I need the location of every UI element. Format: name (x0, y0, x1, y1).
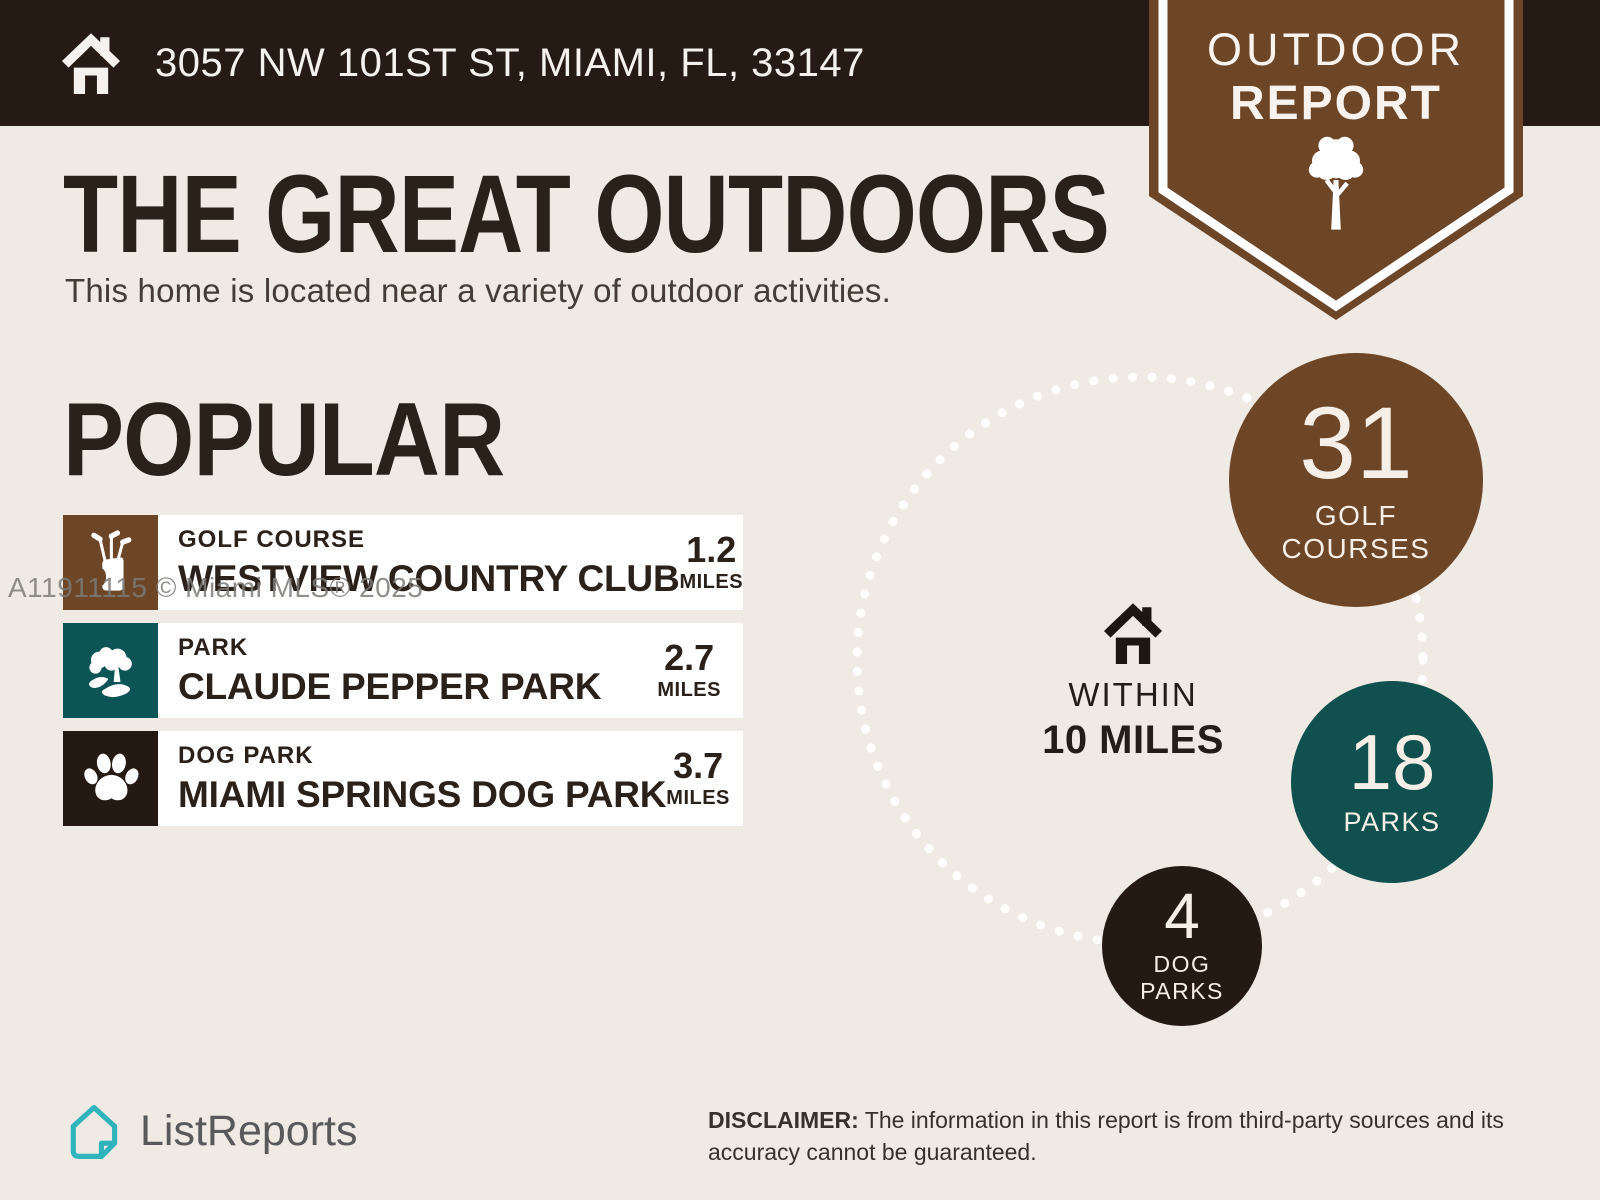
stat-label: DOG PARKS (1140, 951, 1224, 1005)
distance-unit: MILES (657, 678, 721, 701)
place-name: MIAMI SPRINGS DOG PARK (178, 773, 667, 815)
badge-title-line1: OUTDOOR (1207, 24, 1465, 75)
page-subtitle: This home is located near a variety of o… (65, 272, 891, 309)
distance-unit: MILES (679, 570, 744, 593)
list-item-dog-park: DOG PARK MIAMI SPRINGS DOG PARK 3.7 MILE… (63, 731, 743, 826)
stat-value: 31 (1299, 385, 1413, 500)
park-icon (88, 646, 132, 697)
golf-bag-icon (90, 529, 131, 591)
distance: 3.7 MILES (666, 731, 752, 826)
golf-course-icon-tile (63, 515, 158, 610)
disclaimer-text1: The information in this report is from t… (864, 1107, 1504, 1133)
disclaimer-line1: DISCLAIMER: The information in this repo… (708, 1104, 1558, 1136)
stat-value: 4 (1164, 880, 1200, 953)
stat-circle-parks: 18 PARKS (1291, 681, 1493, 883)
tree-icon (1308, 136, 1364, 230)
disclaimer-line2: accuracy cannot be guaranteed. (708, 1139, 1037, 1166)
popular-heading: POPULAR (63, 382, 505, 498)
distance-value: 1.2 (686, 528, 737, 570)
brand-name: ListReports (140, 1106, 358, 1155)
place-name: CLAUDE PEPPER PARK (178, 665, 602, 707)
distance: 1.2 MILES (679, 515, 765, 610)
paw-icon (83, 753, 138, 800)
page-title: THE GREAT OUTDOORS (63, 153, 1110, 276)
list-item-text: PARK CLAUDE PEPPER PARK (158, 623, 602, 718)
property-address: 3057 NW 101ST ST, MIAMI, FL, 33147 (155, 40, 865, 85)
category-label: GOLF COURSE (178, 525, 366, 553)
within-text: WITHIN (1068, 676, 1198, 713)
disclaimer-label: DISCLAIMER: (708, 1107, 859, 1133)
stat-label: PARKS (1343, 807, 1441, 838)
place-name: WESTVIEW COUNTRY CLUB (178, 557, 680, 599)
house-icon (1103, 603, 1163, 664)
badge-title-line2: REPORT (1229, 77, 1442, 130)
distance-value: 3.7 (673, 744, 724, 786)
park-icon-tile (63, 623, 158, 718)
stat-circle-golf-courses: 31 GOLF COURSES (1229, 353, 1483, 607)
list-item-park: PARK CLAUDE PEPPER PARK 2.7 MILES (63, 623, 743, 718)
mls-watermark: A11911115 © Miami MLS® 2025 (8, 572, 424, 603)
category-label: DOG PARK (178, 741, 314, 769)
stat-label: GOLF COURSES (1281, 500, 1431, 565)
distance: 2.7 MILES (657, 623, 743, 718)
list-item-text: DOG PARK MIAMI SPRINGS DOG PARK (158, 731, 666, 826)
outdoor-report-badge: OUTDOOR REPORT (1149, 0, 1523, 332)
list-item-text: GOLF COURSE WESTVIEW COUNTRY CLUB (158, 515, 680, 610)
distance-unit: MILES (666, 786, 730, 809)
within-distance: 10 MILES (1042, 718, 1224, 762)
category-label: PARK (178, 633, 249, 661)
within-radius-label: WITHIN 10 MILES (1013, 598, 1253, 763)
listreports-logo: ListReports (60, 1100, 357, 1162)
distance-value: 2.7 (664, 636, 715, 678)
disclaimer: DISCLAIMER: The information in this repo… (708, 1104, 1558, 1168)
home-icon (61, 33, 121, 94)
dog-park-icon-tile (63, 731, 158, 826)
list-item-golf-course: GOLF COURSE WESTVIEW COUNTRY CLUB 1.2 MI… (63, 515, 743, 610)
stat-value: 18 (1348, 718, 1436, 807)
stat-circle-dog-parks: 4 DOG PARKS (1102, 866, 1262, 1026)
listreports-house-icon (70, 1104, 118, 1159)
